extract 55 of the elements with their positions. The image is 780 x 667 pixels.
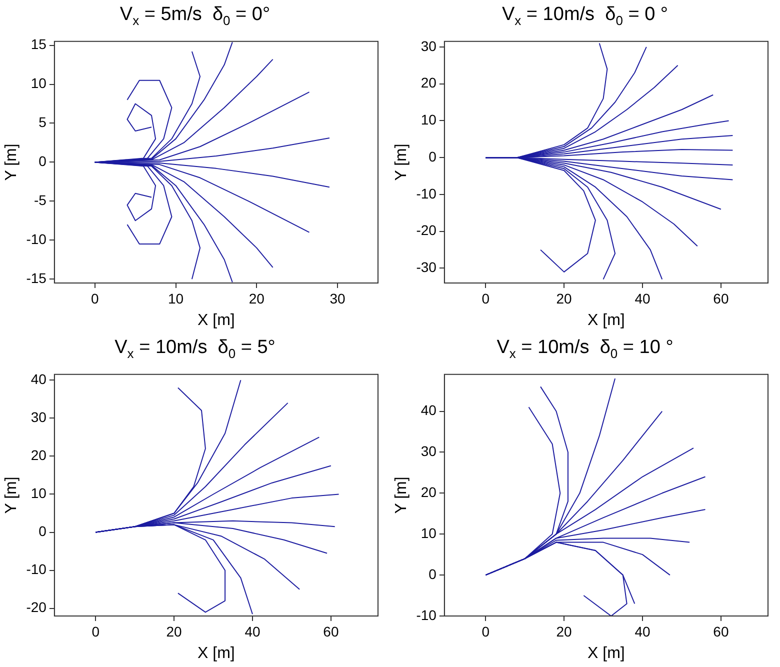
x-tick-label: 20 [166, 623, 182, 640]
y-tick-label: 10 [420, 112, 437, 128]
x-axis-title: X [m] [588, 644, 625, 662]
x-tick-label: 0 [92, 623, 100, 640]
y-tick-label: 10 [420, 524, 437, 541]
y-tick-label: -15 [26, 270, 47, 286]
x-tick-label: 10 [168, 290, 184, 306]
chart-title: V$_{x}$ = 10m/s δ$_{0}$ = 0 ° [500, 3, 670, 30]
y-tick-label: 30 [420, 38, 437, 54]
y-axis-title: Y [m] [393, 144, 410, 181]
x-tick-label: 20 [556, 623, 572, 640]
y-axis-title: Y [m] [3, 144, 20, 181]
y-tick-label: 30 [420, 443, 437, 460]
x-tick-label: 60 [323, 623, 339, 640]
y-tick-label: 10 [30, 75, 47, 92]
y-axis-title: Y [m] [3, 476, 20, 514]
x-axis-title: X [m] [198, 644, 235, 662]
y-tick-label: -10 [26, 230, 47, 247]
y-tick-label: 20 [420, 484, 437, 500]
x-tick-label: 0 [482, 290, 490, 306]
y-tick-label: 0 [428, 148, 437, 164]
x-axis-title: X [m] [198, 312, 235, 329]
y-tick-label: 0 [38, 153, 47, 170]
y-tick-label: -5 [34, 192, 47, 208]
y-tick-label: 20 [420, 74, 437, 91]
y-tick-label: -10 [416, 606, 437, 623]
y-tick-label: -10 [26, 561, 47, 578]
y-tick-label: -30 [416, 259, 437, 276]
y-tick-label: -20 [26, 599, 47, 616]
x-tick-label: 60 [713, 290, 729, 306]
chart-title: V$_{x}$ = 10m/s δ$_{0}$ = 5° [114, 336, 276, 363]
chart-title: V$_{x}$ = 5m/s δ$_{0}$ = 0° [118, 3, 272, 30]
y-tick-label: 20 [30, 447, 47, 464]
y-tick-label: 30 [30, 409, 47, 426]
x-tick-label: 20 [556, 290, 572, 306]
x-tick-label: 30 [330, 290, 346, 306]
x-tick-label: 40 [244, 623, 260, 640]
chart-title: V$_{x}$ = 10m/s δ$_{0}$ = 10 ° [496, 336, 674, 363]
y-tick-label: 0 [38, 523, 47, 540]
y-tick-label: -10 [416, 185, 437, 202]
y-tick-label: 10 [30, 485, 47, 502]
x-tick-label: 20 [248, 290, 265, 306]
y-tick-label: 40 [420, 402, 437, 418]
y-tick-label: -20 [416, 222, 437, 238]
x-tick-label: 0 [482, 623, 490, 640]
x-tick-label: 40 [634, 290, 650, 306]
y-tick-label: 40 [30, 370, 47, 387]
x-tick-label: 40 [634, 623, 650, 640]
y-axis-title: Y [m] [393, 476, 410, 514]
y-tick-label: 5 [38, 114, 47, 130]
y-tick-label: 15 [30, 36, 47, 52]
x-tick-label: 60 [713, 623, 729, 640]
x-axis-title: X [m] [588, 312, 625, 329]
x-tick-label: 0 [90, 290, 99, 306]
y-tick-label: 0 [428, 566, 437, 582]
